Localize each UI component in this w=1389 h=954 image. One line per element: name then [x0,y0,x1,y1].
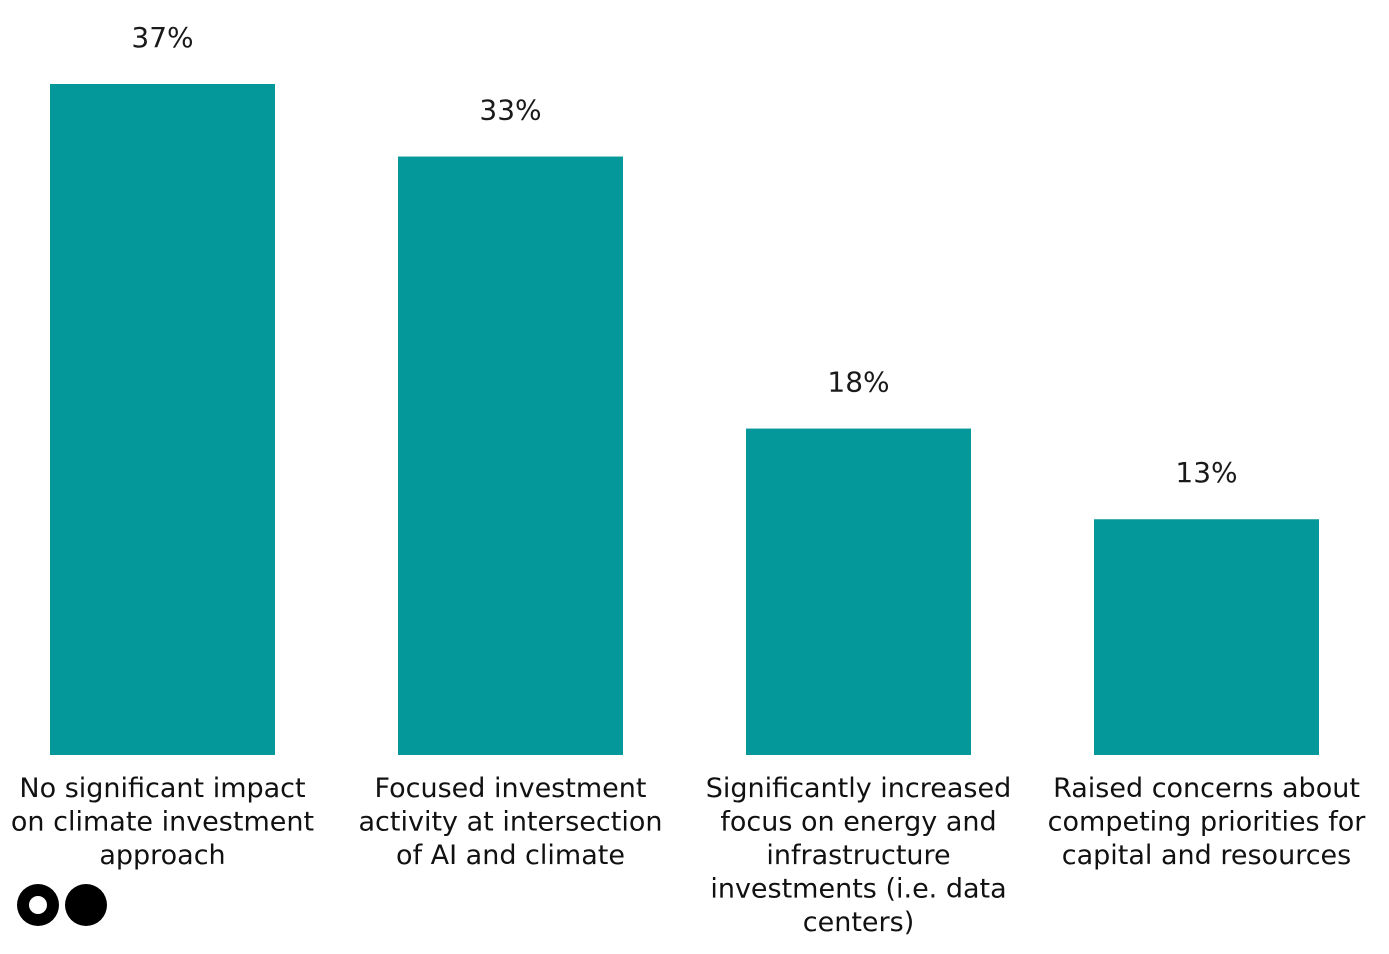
value-label-2: 33% [479,94,541,127]
bar-1 [50,84,275,755]
category-label-1: No significant impact on climate investme… [11,773,314,871]
category-label-line: infrastructure [766,840,950,871]
two-dots-logo-icon [17,884,107,926]
category-label-line: activity at intersection [359,807,663,838]
category-label-line: focus on energy and [720,807,996,838]
category-label-3: Significantly increased focus on energy a… [706,773,1012,938]
category-label-4: Raised concerns about competing prioritie… [1048,773,1367,871]
category-label-line: approach [99,840,225,871]
bars-layer [50,84,1319,756]
value-label-4: 13% [1175,456,1237,489]
value-labels-layer: 37% 33% 18% 13% [131,21,1237,489]
category-label-line: Significantly increased [706,773,1012,804]
category-label-line: Focused investment [375,773,647,804]
category-label-line: No significant impact [19,773,305,804]
category-label-line: investments (i.e. data [710,874,1006,905]
category-label-2: Focused investment activity at intersecti… [359,773,663,871]
value-label-3: 18% [827,366,889,399]
bar-2 [398,156,623,756]
category-label-line: capital and resources [1062,840,1351,871]
category-label-line: competing priorities for [1048,807,1367,838]
category-label-line: centers) [803,907,914,938]
category-label-line: on climate investment [11,807,314,838]
category-label-line: Raised concerns about [1053,773,1360,804]
bar-4 [1094,519,1319,755]
bar-3 [746,428,971,755]
category-label-line: of AI and climate [396,840,625,871]
value-label-1: 37% [131,21,193,54]
category-labels-layer: No significant impact on climate investme… [11,773,1366,938]
